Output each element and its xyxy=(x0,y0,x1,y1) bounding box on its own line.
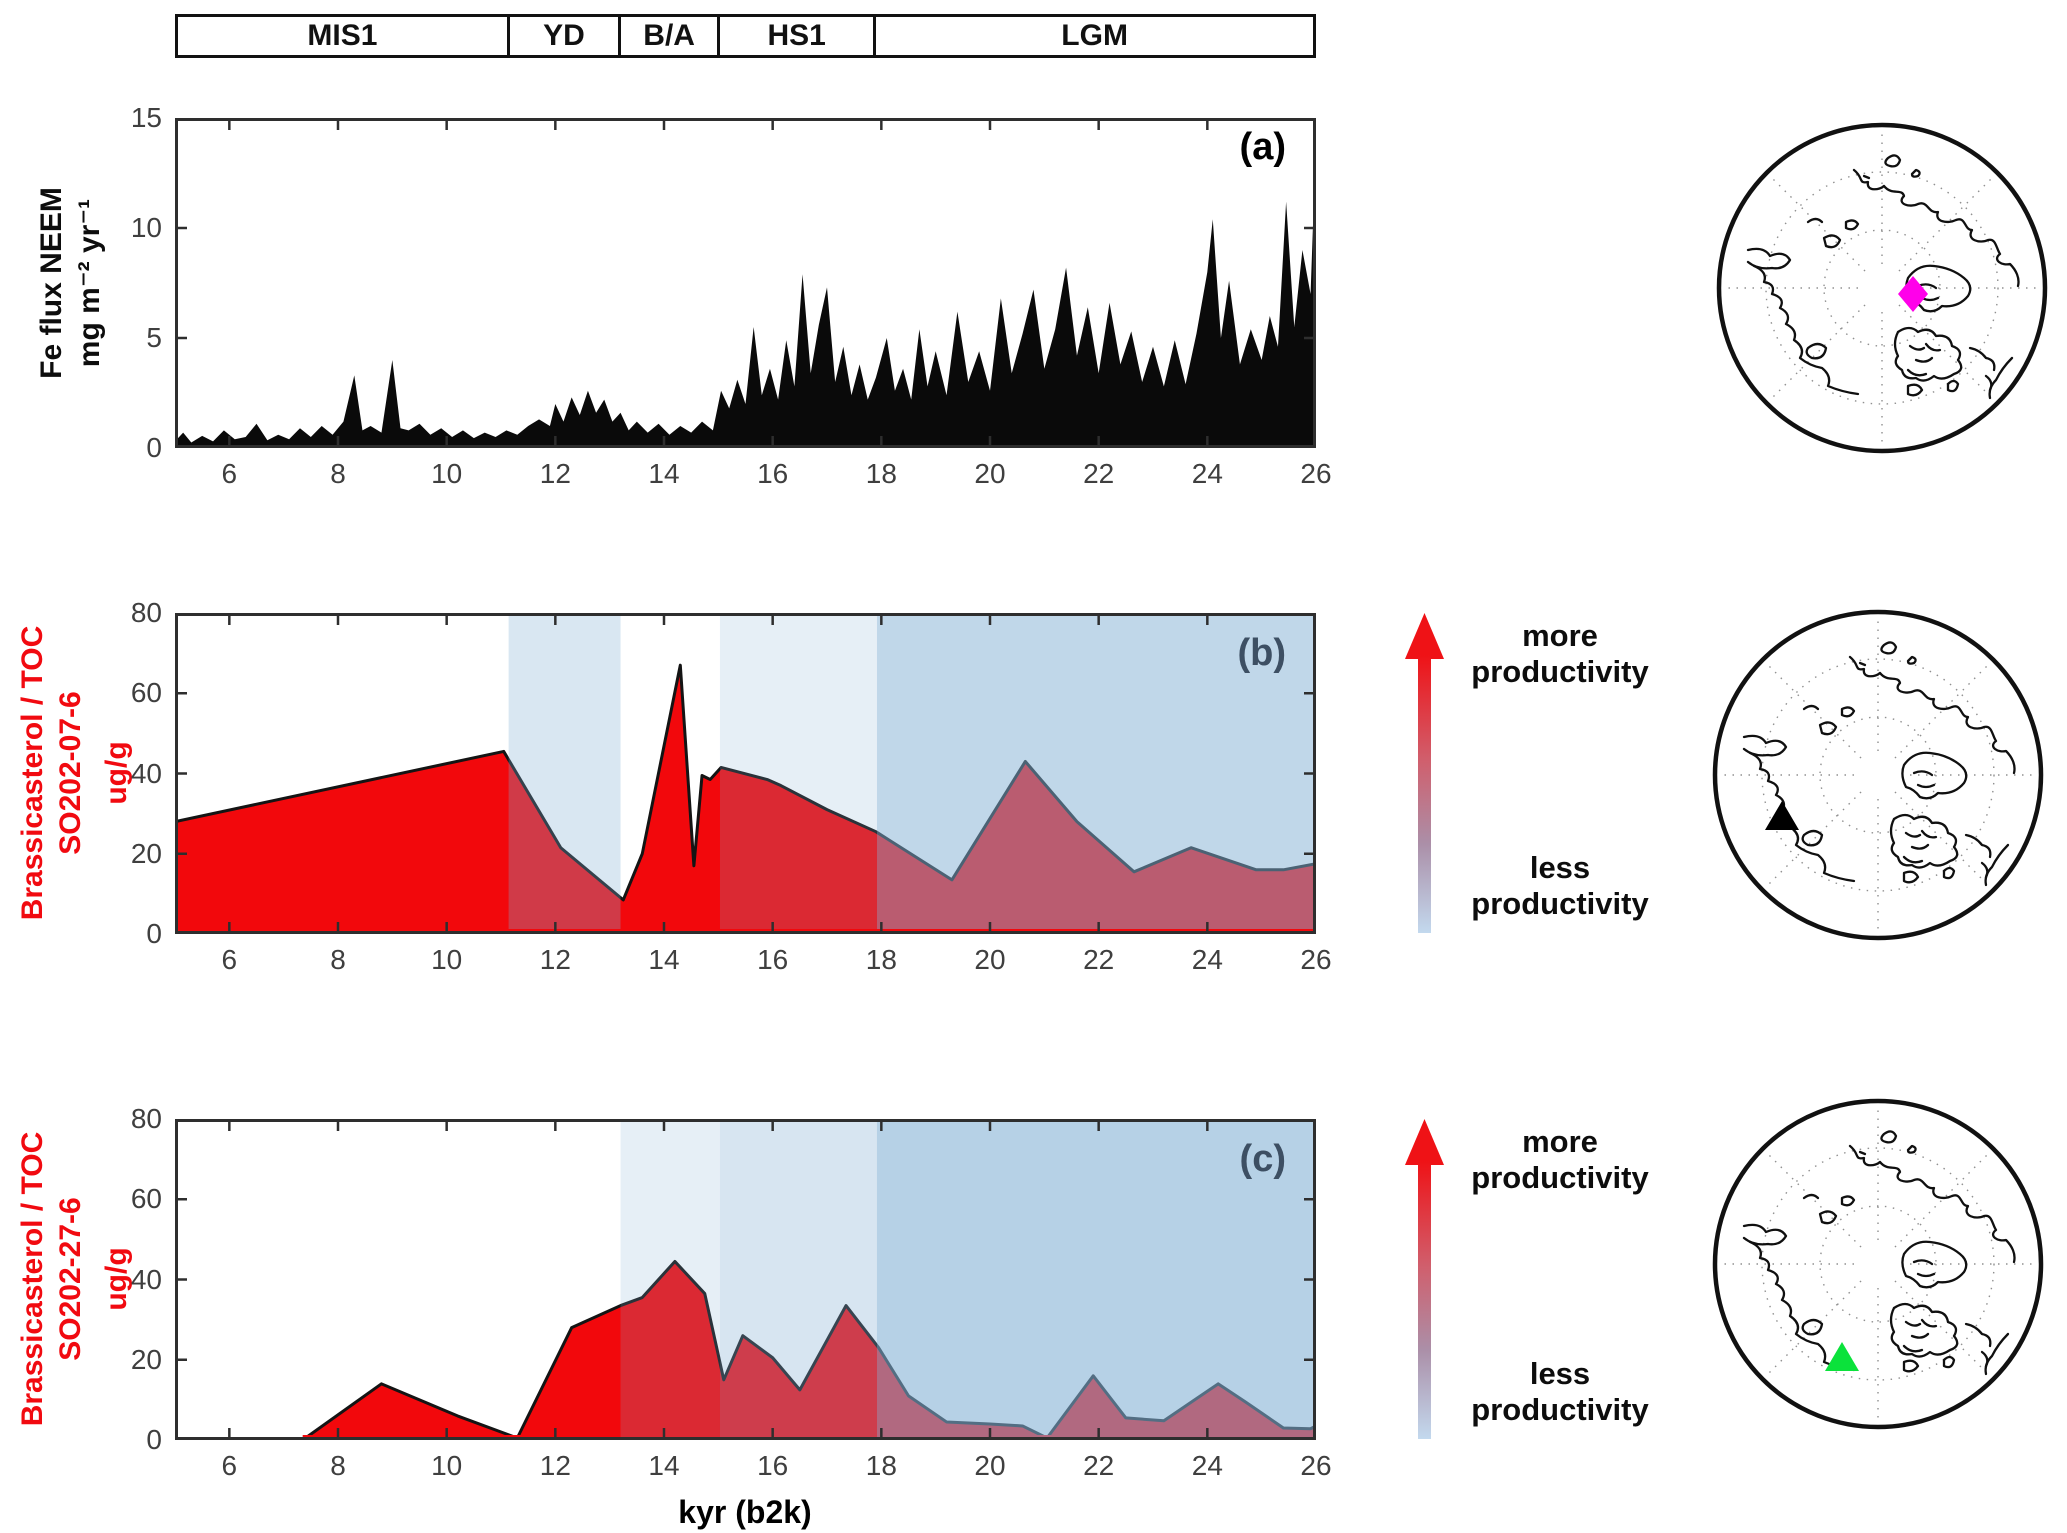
x-tick-label: 26 xyxy=(1300,1450,1332,1481)
y-tick-label: 15 xyxy=(130,102,162,133)
map-outline xyxy=(1712,1098,2044,1430)
y-tick-label: 40 xyxy=(130,1263,162,1295)
x-tick-label: 12 xyxy=(539,944,571,975)
band-ba xyxy=(620,1119,720,1440)
band-yd xyxy=(508,613,621,934)
x-tick-label: 12 xyxy=(539,1450,571,1481)
x-tick-label: 14 xyxy=(648,944,680,975)
fe-flux-chart xyxy=(175,118,1316,448)
y-tick-label: 5 xyxy=(146,322,162,353)
legend-b-more-line1: more xyxy=(1522,618,1598,653)
y-tick-label: 80 xyxy=(130,1103,162,1134)
x-tick-label: 8 xyxy=(330,944,346,975)
brassicasterol-so202-27-6-chart xyxy=(175,1119,1316,1440)
x-tick-label: 6 xyxy=(221,944,238,975)
axes-frame xyxy=(175,118,1316,448)
y-tick-label: 40 xyxy=(130,757,162,789)
period-segment-lgm: LGM xyxy=(1061,19,1128,52)
period-segment-mis1: MIS1 xyxy=(178,17,510,55)
panel-b-letter: (b) xyxy=(1237,632,1286,674)
series-area xyxy=(302,1261,1316,1440)
legend-b-less-line2: productivity xyxy=(1471,886,1649,921)
y-tick-label: 60 xyxy=(130,1183,162,1215)
period-segment-yd: YD xyxy=(510,17,622,55)
panel-c-letter: (c) xyxy=(1239,1138,1286,1180)
polar-map-neem xyxy=(1716,122,2048,454)
climate-period-bar: MIS1 YD B/A HS1 LGM xyxy=(175,14,1316,58)
x-tick-label: 20 xyxy=(974,458,1006,489)
x-tick-label: 24 xyxy=(1191,458,1223,489)
arrow-shaft xyxy=(1418,655,1431,933)
y-tick-label: 20 xyxy=(130,1343,162,1375)
y-tick-label: 80 xyxy=(130,597,162,628)
y-tick-label: 60 xyxy=(130,677,162,709)
x-tick-label: 8 xyxy=(330,458,346,489)
y-tick-label: 0 xyxy=(146,1424,162,1455)
so202-27-6-site-marker-triangle-icon xyxy=(1825,1342,1859,1371)
x-tick-label: 6 xyxy=(221,1450,238,1481)
x-tick-label: 16 xyxy=(757,1450,789,1481)
band-hs1 xyxy=(719,613,877,934)
period-segment-hs1: HS1 xyxy=(720,17,877,55)
legend-c-more-line1: more xyxy=(1522,1124,1598,1159)
so202-07-6-site-marker-triangle-icon xyxy=(1765,801,1799,830)
legend-b-more-line2: productivity xyxy=(1471,654,1649,689)
y-tick-label: 0 xyxy=(146,918,162,949)
map-outline xyxy=(1716,122,2048,454)
x-tick-label: 26 xyxy=(1300,458,1332,489)
brassicasterol-so202-07-6-chart xyxy=(175,613,1316,934)
neem-site-marker-diamond-icon xyxy=(1898,276,1928,312)
y-tick-label: 20 xyxy=(130,837,162,869)
x-tick-label: 20 xyxy=(974,1450,1006,1481)
legend-c-less-line1: less xyxy=(1529,1356,1591,1391)
map-graticule xyxy=(1728,134,2036,442)
band-lgm xyxy=(876,613,1316,934)
x-tick-label: 14 xyxy=(648,1450,680,1481)
arrow-head-icon xyxy=(1405,1119,1444,1165)
arrow-shaft xyxy=(1418,1161,1431,1439)
x-tick-label: 10 xyxy=(431,458,463,489)
x-tick-label: 16 xyxy=(757,458,789,489)
productivity-arrow-c xyxy=(1405,1119,1444,1439)
x-tick-label: 18 xyxy=(865,1450,897,1481)
x-tick-label: 22 xyxy=(1083,458,1115,489)
band-lgm xyxy=(876,1119,1316,1440)
x-tick-label: 22 xyxy=(1083,1450,1115,1481)
legend-c-more-line2: productivity xyxy=(1471,1160,1649,1195)
series-area xyxy=(175,140,1316,448)
legend-b-less-line1: less xyxy=(1529,850,1591,885)
x-tick-label: 12 xyxy=(539,458,571,489)
polar-map-so202-27-6 xyxy=(1712,1098,2044,1430)
x-tick-label: 10 xyxy=(431,944,463,975)
productivity-arrow-b xyxy=(1405,613,1444,933)
x-tick-label: 20 xyxy=(974,944,1006,975)
x-tick-label: 26 xyxy=(1300,944,1332,975)
x-tick-label: 10 xyxy=(431,1450,463,1481)
x-tick-label: 24 xyxy=(1191,944,1223,975)
y-tick-label: 0 xyxy=(146,432,162,463)
x-axis-title: kyr (b2k) xyxy=(678,1494,812,1530)
legend-c-less-line2: productivity xyxy=(1471,1392,1649,1427)
period-segment-ba: B/A xyxy=(621,17,721,55)
arrow-head-icon xyxy=(1405,613,1444,659)
x-tick-label: 14 xyxy=(648,458,680,489)
x-tick-label: 18 xyxy=(865,458,897,489)
y-tick-label: 10 xyxy=(130,212,162,243)
band-hs1 xyxy=(719,1119,877,1440)
x-tick-label: 16 xyxy=(757,944,789,975)
x-tick-label: 6 xyxy=(221,458,238,489)
x-tick-label: 24 xyxy=(1191,1450,1223,1481)
panel-c-ylabel-line1: Brassicasterol / TOC xyxy=(16,1131,49,1427)
x-tick-label: 8 xyxy=(330,1450,346,1481)
map-outline xyxy=(1712,609,2044,941)
panel-c-ylabel-line2: SO202-27-6 xyxy=(54,1197,87,1361)
x-tick-label: 18 xyxy=(865,944,897,975)
polar-map-so202-07-6 xyxy=(1712,609,2044,941)
panel-a-letter: (a) xyxy=(1239,126,1286,168)
x-tick-label: 22 xyxy=(1083,944,1115,975)
